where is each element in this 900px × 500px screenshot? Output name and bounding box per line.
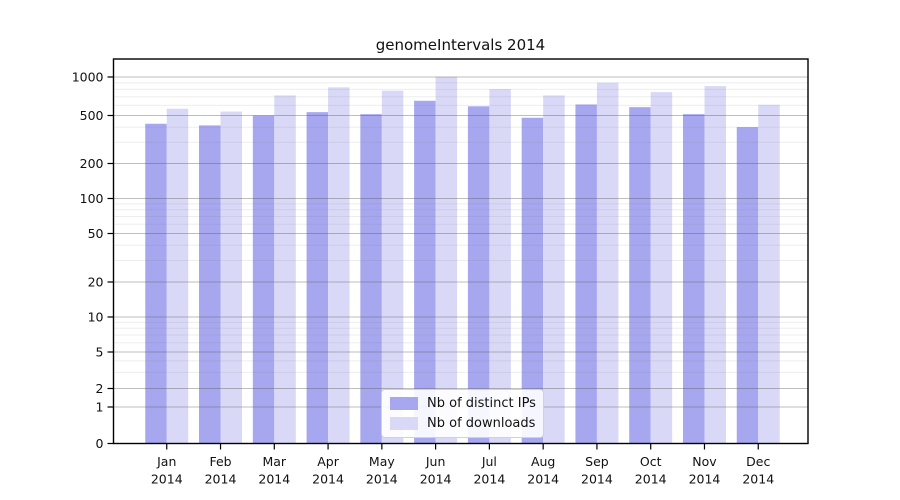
x-tick-label-month: Oct [640,454,662,469]
legend-label-distinct-ips: Nb of distinct IPs [427,396,536,411]
x-tick-label-month: Mar [262,454,286,469]
x-tick-label-year: 2014 [473,472,505,487]
plot-frame [112,58,809,445]
bars-group [145,76,780,444]
x-axis: Jan 2014 Feb 2014 Mar 2014 Apr 2014 May 2014 Jun 20… [151,443,774,487]
x-tick-label-month: Feb [209,454,231,469]
y-tick-label: 20 [88,275,104,290]
y-tick-label: 2 [96,381,104,396]
legend-item-downloads: Nb of downloads [390,416,536,431]
x-tick-label-year: 2014 [581,472,613,487]
x-tick-label-year: 2014 [527,472,559,487]
minor-gridlines [113,82,808,373]
x-tick-label-year: 2014 [635,472,667,487]
bar-distinct-ips-jul [467,106,490,444]
y-axis: 0 1 2 5 10 20 50 100 200 500 1000 [72,70,114,451]
bar-downloads-mar [274,95,296,444]
y-tick-label: 200 [80,156,104,171]
bar-distinct-ips-jan [145,123,167,444]
bar-downloads-aug [543,95,565,444]
x-tick-label-year: 2014 [205,472,237,487]
x-tick-label-year: 2014 [366,472,398,487]
chart-title: genomeIntervals 2014 [375,36,546,54]
bar-distinct-ips-oct [629,107,651,444]
bar-downloads-oct [650,92,673,444]
x-tick-label-month: Apr [317,454,339,469]
bar-downloads-apr [328,87,350,444]
y-tick-label: 5 [96,345,104,360]
x-tick-label-month: Jul [481,454,497,469]
legend-swatch-downloads [390,417,418,430]
legend-swatch-distinct-ips [390,397,418,410]
x-tick-label-year: 2014 [742,472,774,487]
x-tick-label-month: Nov [692,454,717,469]
y-tick-label: 50 [88,226,104,241]
bar-distinct-ips-feb [199,125,221,444]
bar-distinct-ips-sep [575,104,597,444]
legend-item-distinct-ips: Nb of distinct IPs [390,396,536,411]
bar-downloads-may [381,90,404,444]
bar-downloads-sep [596,82,619,444]
legend-label-downloads: Nb of downloads [427,416,536,431]
y-tick-label: 10 [88,310,104,325]
x-tick-label-year: 2014 [151,472,183,487]
bar-distinct-ips-may [360,114,382,444]
bar-downloads-nov [704,86,726,444]
x-tick-label-month: Jun [425,454,446,469]
y-tick-label: 100 [80,191,104,206]
bar-downloads-jan [166,108,189,444]
bar-distinct-ips-mar [252,115,275,444]
x-tick-label-month: May [369,454,395,469]
bar-downloads-feb [220,111,243,444]
x-tick-label-year: 2014 [312,472,344,487]
bar-distinct-ips-aug [521,117,544,444]
y-tick-label: 1 [96,400,104,415]
bar-distinct-ips-dec [736,127,759,444]
legend: Nb of distinct IPs Nb of downloads [381,389,544,438]
bar-downloads-dec [758,104,780,444]
bar-downloads-jun [435,76,458,444]
x-tick-label-year: 2014 [258,472,290,487]
bar-distinct-ips-apr [306,112,329,444]
y-tick-label: 1000 [72,70,104,85]
x-tick-label-month: Jan [156,454,176,469]
y-tick-label: 0 [96,436,104,451]
bar-distinct-ips-jun [414,100,436,444]
x-tick-label-month: Dec [746,454,770,469]
x-tick-label-month: Sep [585,454,609,469]
x-tick-label-year: 2014 [420,472,452,487]
y-tick-label: 500 [80,108,104,123]
x-tick-label-year: 2014 [689,472,721,487]
bar-distinct-ips-nov [682,114,705,444]
bar-downloads-jul [489,89,511,444]
x-tick-label-month: Aug [531,454,555,469]
